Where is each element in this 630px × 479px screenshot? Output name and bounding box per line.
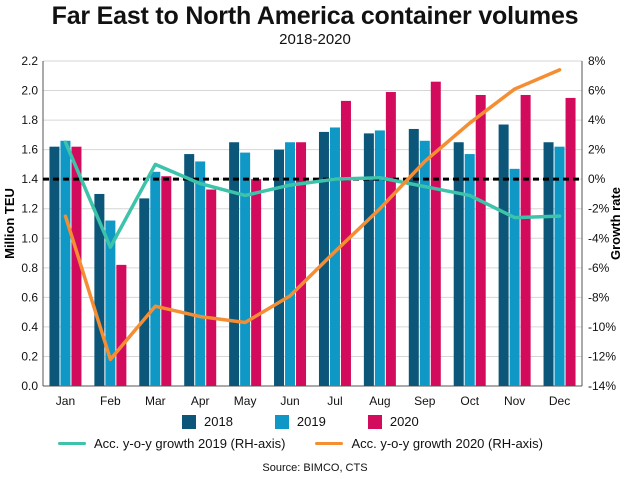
bar-2018 — [184, 154, 195, 386]
legend-label-2020: 2020 — [389, 414, 419, 429]
legend-item-growth-2019: Acc. y-o-y growth 2019 (RH-axis) — [58, 436, 285, 451]
y2-axis-title: Growth rate — [608, 187, 623, 260]
y2-tick-label: 6% — [588, 84, 606, 98]
legend-item-growth-2020: Acc. y-o-y growth 2020 (RH-axis) — [315, 436, 543, 451]
line-Acc. y-o-y growth 2020 (RH-axis) — [63, 68, 562, 362]
y2-tick-label: -14% — [588, 379, 616, 393]
y-tick-label: 2.0 — [21, 84, 38, 98]
x-tick-label: Feb — [100, 394, 121, 408]
y2-tick-label: -4% — [588, 231, 610, 245]
chart-title: Far East to North America container volu… — [51, 2, 579, 30]
bar-2019 — [464, 154, 475, 386]
y-tick-label: 1.8 — [21, 113, 38, 127]
y-axis-title: Million TEU — [2, 188, 17, 259]
y-tick-label: 1.0 — [21, 231, 38, 245]
legend-swatch-2020 — [367, 414, 382, 429]
bar-2020 — [296, 142, 307, 386]
bar-2018 — [453, 142, 464, 386]
y2-tick-label: -8% — [588, 290, 610, 304]
y2-tick-label: -12% — [588, 349, 616, 363]
bar-2018 — [498, 124, 509, 386]
bar-2020 — [251, 179, 262, 386]
x-tick-label: Dec — [549, 394, 570, 408]
legend-label-growth-2019: Acc. y-o-y growth 2019 (RH-axis) — [94, 436, 286, 451]
x-tick-label: Jun — [280, 394, 299, 408]
y2-tick-label: 2% — [588, 143, 606, 157]
x-tick-label: Mar — [145, 394, 166, 408]
bar-2020 — [206, 189, 217, 386]
y-tick-label: 1.4 — [21, 172, 38, 186]
bar-2018 — [49, 146, 60, 386]
bar-2020 — [520, 94, 531, 387]
y2-tick-label: 8% — [588, 54, 606, 68]
bar-2019 — [374, 130, 385, 386]
x-tick-label: Apr — [191, 394, 210, 408]
bar-2019 — [105, 220, 116, 386]
legend-swatch-2019 — [274, 414, 289, 429]
bar-2018 — [94, 193, 105, 386]
bar-2018 — [229, 142, 240, 386]
x-tick-label: Oct — [460, 394, 479, 408]
legend-item-2020: 2020 — [367, 414, 419, 429]
bar-2019 — [60, 140, 71, 386]
y-tick-label: 0.0 — [21, 379, 38, 393]
bar-2020 — [430, 81, 441, 386]
bar-2019 — [509, 168, 520, 386]
y-tick-label: 0.8 — [21, 261, 38, 275]
y-tick-label: 0.2 — [21, 349, 38, 363]
bar-2019 — [554, 146, 565, 386]
bar-2020 — [161, 176, 172, 386]
y-tick-label: 0.4 — [21, 320, 38, 334]
legend-label-2018: 2018 — [204, 414, 233, 429]
y2-tick-label: -10% — [588, 320, 616, 334]
x-tick-label: Jan — [56, 394, 75, 408]
y-tick-label: 1.2 — [21, 202, 38, 216]
bar-2019 — [419, 140, 430, 386]
legend-line-growth-2020 — [315, 442, 344, 445]
y2-tick-label: -6% — [588, 261, 610, 275]
x-tick-label: Aug — [369, 394, 390, 408]
legend-item-2018: 2018 — [182, 414, 233, 429]
chart-subtitle: 2018-2020 — [279, 31, 351, 48]
bar-2020 — [385, 92, 396, 386]
x-tick-label: May — [234, 394, 257, 408]
bar-2019 — [240, 152, 251, 386]
line-Acc. y-o-y growth 2019 (RH-axis) — [63, 140, 562, 249]
legend-line-growth-2019 — [58, 442, 86, 445]
bar-2019 — [150, 171, 161, 386]
x-tick-label: Sep — [414, 394, 436, 408]
legend-item-2019: 2019 — [274, 414, 326, 429]
bar-2020 — [475, 94, 486, 387]
bar-2018 — [543, 142, 554, 386]
legend-bars: 2018 2019 2020 — [182, 414, 419, 429]
bar-2020 — [565, 97, 576, 386]
x-tick-label: Nov — [504, 394, 525, 408]
legend-label-2019: 2019 — [296, 414, 326, 429]
y-tick-label: 0.6 — [21, 290, 38, 304]
y2-tick-label: 0% — [588, 172, 606, 186]
bar-2019 — [285, 142, 296, 386]
bar-2019 — [195, 161, 206, 386]
y2-tick-label: -2% — [588, 202, 610, 216]
bar-2020 — [116, 264, 127, 386]
bar-2018 — [408, 128, 419, 387]
bar-2018 — [274, 149, 285, 386]
chart-source: Source: BIMCO, CTS — [262, 462, 368, 474]
bar-2020 — [71, 146, 82, 386]
legend-label-growth-2020: Acc. y-o-y growth 2020 (RH-axis) — [351, 436, 543, 451]
bar-2018 — [139, 198, 150, 386]
x-tick-label: Jul — [327, 394, 342, 408]
y2-tick-label: 4% — [588, 113, 606, 127]
bar-2019 — [329, 127, 340, 387]
y-tick-label: 1.6 — [21, 143, 38, 157]
bar-2018 — [318, 131, 329, 386]
legend-swatch-2018 — [182, 414, 196, 429]
y-tick-label: 2.2 — [21, 54, 38, 68]
bar-2018 — [363, 133, 374, 386]
legend-lines: Acc. y-o-y growth 2019 (RH-axis) Acc. y-… — [58, 436, 543, 451]
